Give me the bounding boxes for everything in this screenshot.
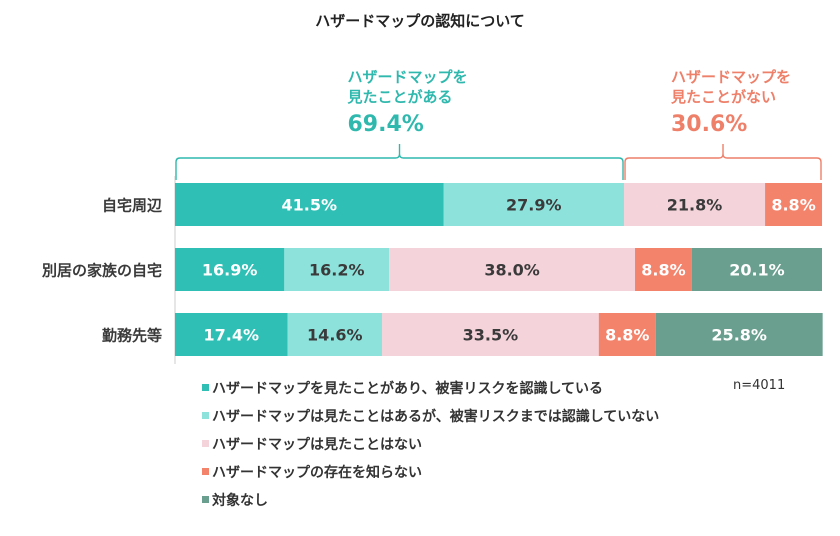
brace-1 <box>624 144 822 180</box>
legend-item-0: ハザードマップを見たことがあり、被害リスクを認識している <box>202 380 603 397</box>
chart-title: ハザードマップの認知について <box>315 12 525 30</box>
bar-segment-2-0 <box>175 313 288 356</box>
bar-row-2: 17.4% 14.6% 33.5% 8.8% 25.8% <box>175 313 823 356</box>
bar-segment-1-0 <box>175 248 285 291</box>
legend-label-4: 対象なし <box>211 492 268 509</box>
bar-label-0-2: 21.8% <box>667 196 723 215</box>
group-label-line-1-1: 見たことがない <box>670 88 776 106</box>
bar-segment-2-4 <box>655 313 823 356</box>
legend-label-1: ハザードマップは見たことはあるが、被害リスクまでは認識していない <box>212 408 659 425</box>
category-label-1: 別居の家族の自宅 <box>41 262 162 280</box>
bar-segment-2-3 <box>598 313 656 356</box>
category-label-2: 勤務先等 <box>102 327 162 345</box>
bar-row-0: 41.5% 27.9% 21.8% 8.8% <box>175 183 822 226</box>
bar-segment-0-0 <box>175 183 444 226</box>
group-label-line-1-0: ハザードマップを <box>671 68 791 86</box>
bar-segment-2-2 <box>382 313 599 356</box>
legend-label-3: ハザードマップの存在を知らない <box>212 464 422 481</box>
bar-label-2-1: 14.6% <box>307 326 363 345</box>
bar-label-2-2: 33.5% <box>463 326 519 345</box>
group-value-0: 69.4% <box>348 112 424 137</box>
group-label-line-0-1: 見たことがある <box>347 88 453 106</box>
brace-0 <box>175 144 624 180</box>
bar-label-1-0: 16.9% <box>202 261 258 280</box>
bar-segment-2-1 <box>287 313 383 356</box>
legend: ハザードマップを見たことがあり、被害リスクを認識しているハザードマップは見たこと… <box>202 380 659 509</box>
legend-swatch-2 <box>202 440 209 447</box>
legend-swatch-0 <box>202 384 209 391</box>
legend-swatch-3 <box>202 468 209 475</box>
bar-label-2-4: 25.8% <box>711 326 767 345</box>
bars: 41.5% 27.9% 21.8% 8.8% 16.9% 16.2% 38.0% 8.8% 20… <box>175 183 823 356</box>
legend-swatch-4 <box>202 496 209 503</box>
category-label-0: 自宅周辺 <box>102 197 163 215</box>
bar-label-2-3: 8.8% <box>605 326 649 345</box>
bar-segment-1-2 <box>389 248 636 291</box>
bar-segment-0-1 <box>443 183 625 226</box>
bar-label-1-4: 20.1% <box>729 261 785 280</box>
sample-size-note: n=4011 <box>733 378 785 393</box>
legend-item-2: ハザードマップは見たことはない <box>202 437 422 453</box>
bar-segment-0-3 <box>765 183 822 226</box>
bar-segment-0-2 <box>624 183 766 226</box>
group-value-1: 30.6% <box>671 112 747 137</box>
bar-segment-1-4 <box>691 248 822 291</box>
legend-item-4: 対象なし <box>202 492 268 509</box>
bar-label-1-1: 16.2% <box>309 261 365 280</box>
legend-item-1: ハザードマップは見たことはあるが、被害リスクまでは認識していない <box>202 408 659 425</box>
bar-label-0-3: 8.8% <box>771 196 815 215</box>
bar-label-0-1: 27.9% <box>506 196 562 215</box>
bar-segment-1-3 <box>635 248 692 291</box>
group-label-line-0-0: ハザードマップを <box>348 68 468 86</box>
bar-label-1-3: 8.8% <box>641 261 685 280</box>
legend-swatch-1 <box>202 412 209 419</box>
bar-label-2-0: 17.4% <box>204 326 260 345</box>
legend-label-0: ハザードマップを見たことがあり、被害リスクを認識している <box>212 380 603 397</box>
bar-segment-1-1 <box>284 248 390 291</box>
legend-label-2: ハザードマップは見たことはない <box>212 437 422 453</box>
bar-row-1: 16.9% 16.2% 38.0% 8.8% 20.1% <box>175 248 822 291</box>
bar-label-1-2: 38.0% <box>484 261 540 280</box>
bar-label-0-0: 41.5% <box>281 196 337 215</box>
legend-item-3: ハザードマップの存在を知らない <box>202 464 422 481</box>
